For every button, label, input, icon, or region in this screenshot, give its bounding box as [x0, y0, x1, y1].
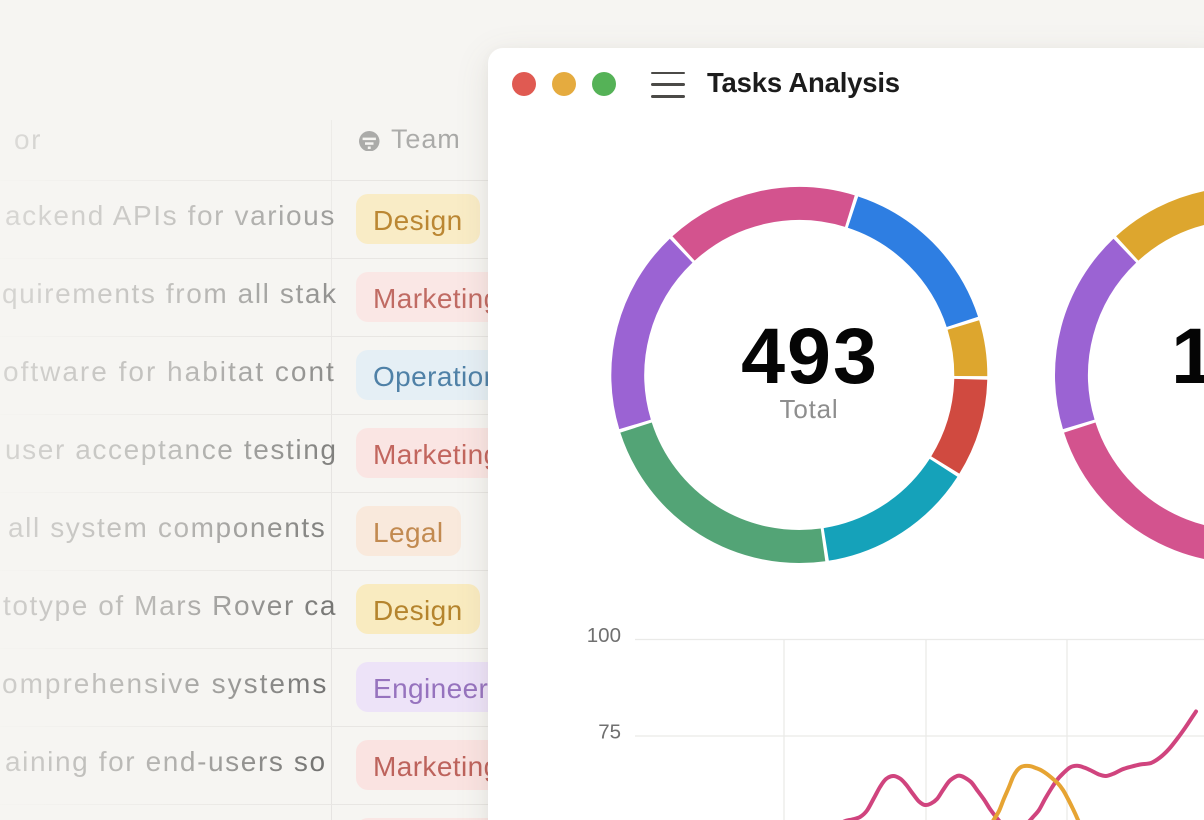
- svg-text:75: 75: [598, 721, 621, 744]
- svg-text:493: 493: [741, 311, 879, 400]
- svg-text:100: 100: [587, 624, 621, 647]
- svg-text:Total: Total: [780, 394, 839, 424]
- svg-text:156: 156: [1171, 311, 1204, 400]
